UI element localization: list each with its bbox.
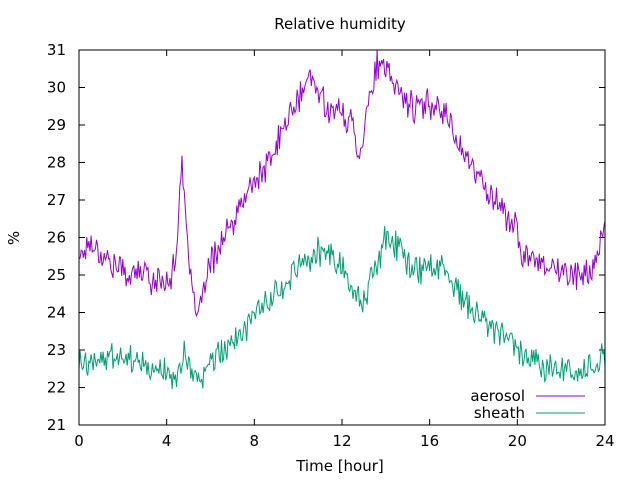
series-line-sheath (78, 225, 606, 390)
x-tick-label: 20 (508, 432, 527, 450)
y-axis-label: % (5, 231, 23, 245)
legend-label-aerosol: aerosol (470, 387, 525, 405)
y-tick-label: 25 (47, 266, 66, 284)
y-tick-label: 22 (47, 379, 66, 397)
y-tick-label: 31 (47, 41, 66, 59)
data-series (78, 49, 606, 390)
legend-label-sheath: sheath (474, 404, 525, 422)
y-tick-label: 24 (47, 304, 66, 322)
y-tick-label: 30 (47, 79, 66, 97)
chart-title: Relative humidity (274, 15, 406, 33)
x-axis-label: Time [hour] (295, 457, 384, 475)
y-tick-label: 21 (47, 416, 66, 434)
y-tick-label: 28 (47, 154, 66, 172)
x-tick-label: 16 (420, 432, 439, 450)
y-tick-label: 23 (47, 341, 66, 359)
x-tick-label: 8 (250, 432, 260, 450)
x-tick-label: 0 (74, 432, 84, 450)
x-tick-label: 24 (595, 432, 614, 450)
y-tick-label: 27 (47, 191, 66, 209)
x-tick-label: 4 (162, 432, 172, 450)
series-line-aerosol (78, 49, 606, 318)
y-tick-label: 29 (47, 116, 66, 134)
x-tick-label: 12 (332, 432, 351, 450)
plot-frame (78, 49, 606, 426)
y-tick-label: 26 (47, 229, 66, 247)
axis-ticks: 21 22 23 24 25 26 27 28 29 30 31 0 4 8 12 16 20 24 (47, 41, 615, 450)
